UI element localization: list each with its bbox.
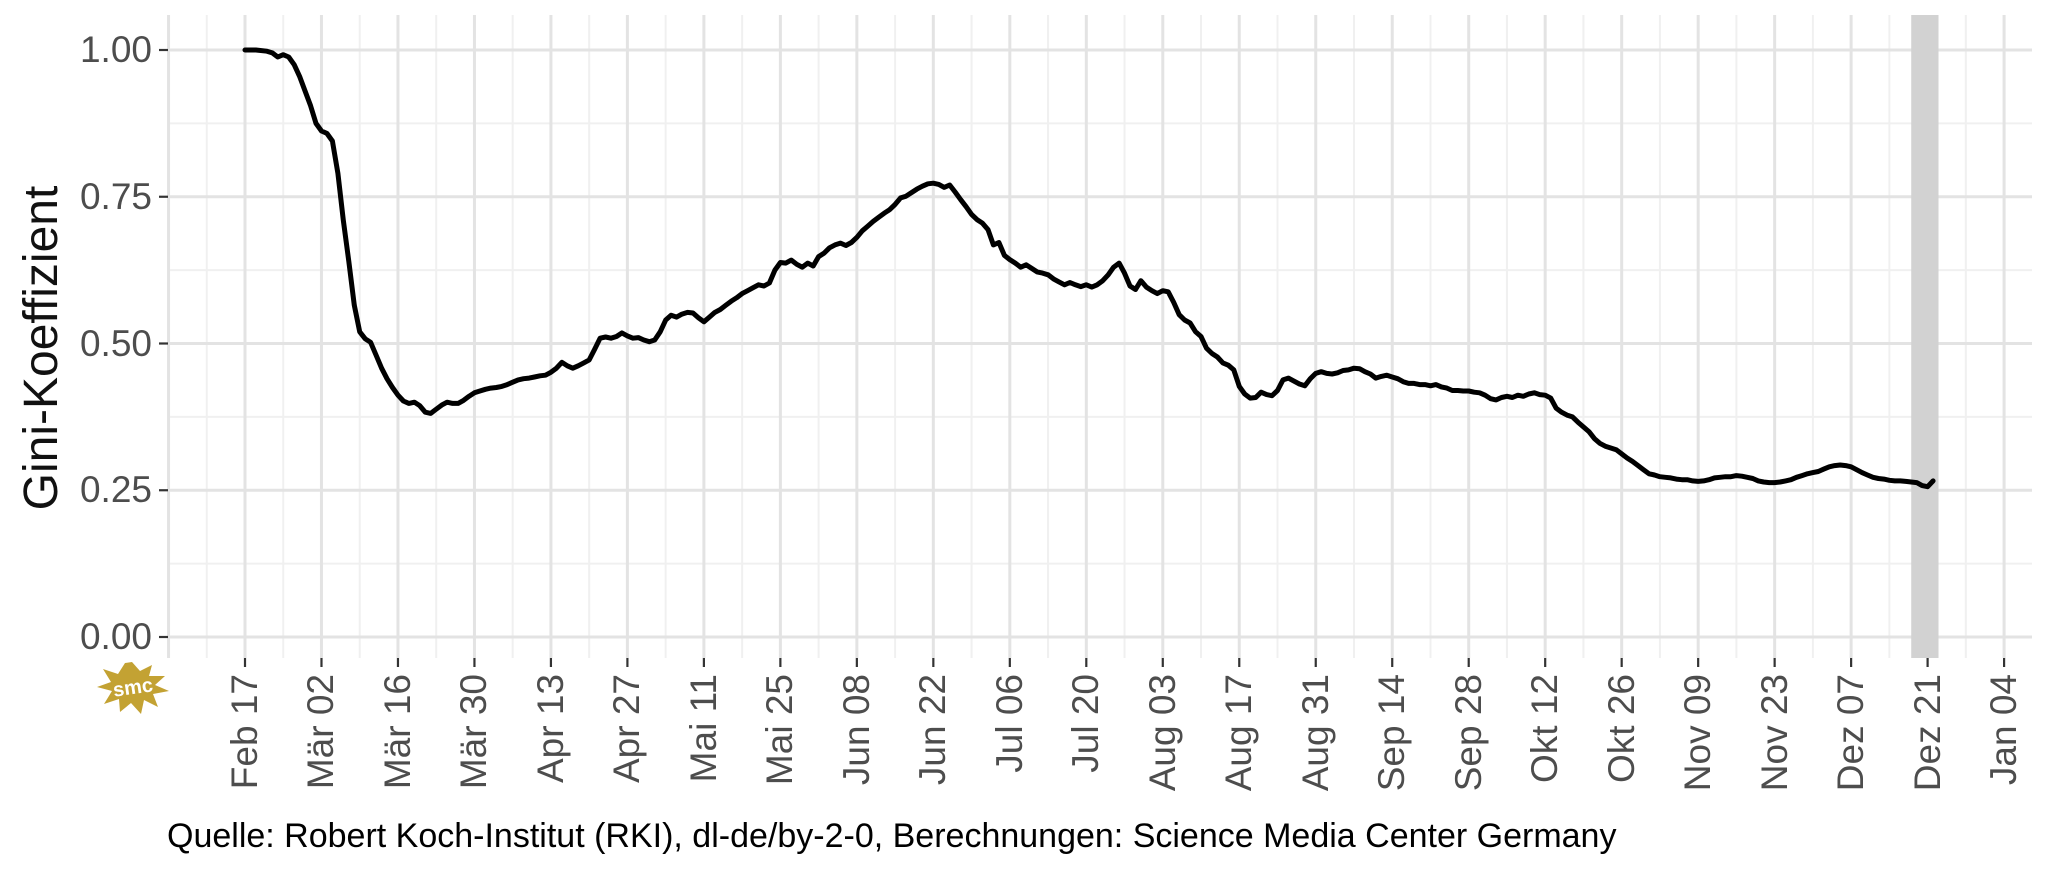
x-tick-label: Mär 30 (453, 674, 495, 790)
x-tick-label: Sep 28 (1447, 674, 1489, 792)
x-tick-label: Nov 23 (1753, 674, 1795, 792)
source-caption: Quelle: Robert Koch-Institut (RKI), dl-d… (167, 817, 1617, 855)
y-tick-label: 0.50 (79, 322, 152, 364)
x-tick-label: Aug 31 (1294, 674, 1336, 792)
y-tick-label: 1.00 (79, 29, 152, 70)
x-tick-label: Mär 16 (376, 674, 418, 790)
gini-line (242, 47, 1936, 490)
y-tick-label: 0.75 (79, 175, 152, 217)
x-tick-label: Aug 17 (1218, 674, 1260, 792)
logo-splat-shape (97, 662, 169, 714)
x-tick-label: Okt 26 (1600, 674, 1642, 783)
x-tick-label: Apr 27 (606, 674, 648, 784)
x-tick-label: Jun 08 (835, 674, 877, 786)
smc-logo: smc (97, 662, 169, 714)
x-tick-label: Jun 22 (912, 674, 954, 786)
x-tick-label: Feb 17 (224, 674, 265, 790)
x-tick-label: Jan 04 (1983, 674, 2025, 786)
x-tick-label: Jul 20 (1065, 674, 1107, 773)
highlight-band (1911, 15, 1939, 658)
x-tick-label: Mai 25 (759, 674, 801, 786)
x-tick-label: Mär 02 (300, 674, 342, 790)
x-tick-label: Okt 12 (1524, 674, 1566, 783)
x-tick-label: Jul 06 (988, 674, 1030, 773)
x-tick-label: Aug 03 (1141, 674, 1183, 792)
x-tick-label: Mai 11 (682, 674, 724, 783)
y-tick-label: 0.25 (79, 469, 152, 511)
x-tick-label: Dez 07 (1830, 674, 1872, 792)
y-tick-label: 0.00 (79, 616, 152, 657)
x-tick-label: Dez 21 (1906, 674, 1948, 792)
x-tick-label: Apr 13 (529, 674, 571, 784)
x-tick-label: Sep 14 (1371, 674, 1413, 792)
x-tick-label: Nov 09 (1677, 674, 1719, 792)
